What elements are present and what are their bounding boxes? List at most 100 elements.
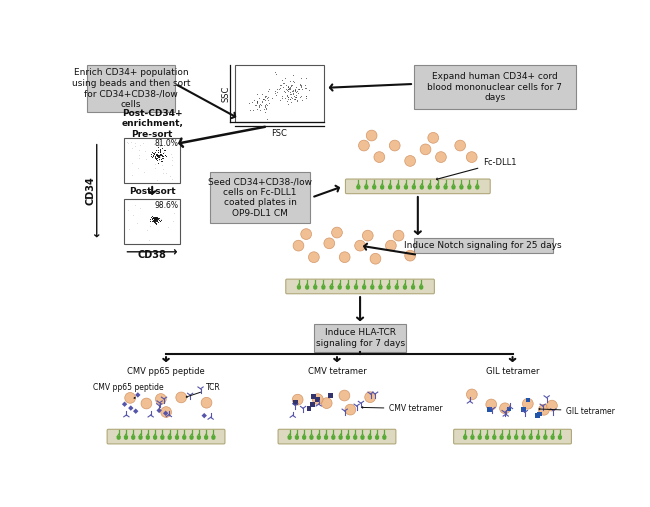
Point: [146, 213, 157, 221]
Point: [147, 153, 157, 161]
Point: [155, 150, 166, 158]
Point: [259, 105, 269, 113]
Point: [148, 149, 159, 157]
Point: [150, 213, 160, 221]
Circle shape: [374, 152, 385, 162]
Point: [149, 214, 159, 222]
Point: [257, 95, 268, 103]
Point: [246, 98, 257, 106]
Point: [140, 147, 150, 155]
Point: [291, 93, 301, 101]
Point: [153, 157, 164, 165]
Point: [122, 137, 133, 146]
Text: 81.0%: 81.0%: [155, 139, 178, 149]
Point: [129, 200, 140, 208]
Polygon shape: [163, 411, 168, 416]
Circle shape: [321, 397, 332, 409]
Point: [159, 146, 169, 154]
Polygon shape: [135, 392, 140, 397]
Circle shape: [330, 286, 333, 289]
Point: [152, 203, 162, 211]
Point: [270, 68, 280, 76]
Point: [290, 93, 300, 101]
Circle shape: [385, 240, 396, 251]
Point: [304, 86, 314, 94]
Circle shape: [322, 286, 325, 289]
Point: [289, 92, 300, 100]
Point: [155, 137, 166, 146]
Point: [151, 214, 161, 222]
Point: [287, 86, 298, 94]
Point: [285, 82, 296, 90]
Point: [263, 98, 274, 106]
Circle shape: [420, 144, 431, 155]
Circle shape: [357, 186, 359, 189]
Point: [277, 92, 287, 100]
Point: [146, 150, 157, 158]
Point: [283, 92, 293, 100]
Text: GIL tetramer: GIL tetramer: [486, 367, 540, 376]
Circle shape: [500, 403, 510, 414]
Point: [257, 90, 267, 98]
Point: [245, 105, 255, 114]
Point: [149, 150, 159, 158]
Point: [148, 140, 159, 149]
Point: [283, 83, 293, 91]
Circle shape: [293, 240, 304, 251]
Point: [155, 150, 165, 158]
Point: [153, 214, 163, 223]
Point: [157, 152, 167, 160]
Circle shape: [538, 405, 549, 415]
Point: [259, 101, 270, 110]
Point: [291, 93, 301, 101]
Point: [283, 87, 294, 95]
Circle shape: [436, 186, 439, 189]
Point: [134, 154, 144, 162]
Point: [150, 218, 160, 226]
Circle shape: [310, 437, 313, 439]
Point: [150, 216, 160, 224]
Text: CMV pp65 peptide: CMV pp65 peptide: [93, 383, 164, 399]
Point: [250, 101, 261, 109]
Point: [146, 153, 157, 161]
Circle shape: [296, 437, 298, 439]
Bar: [307, 406, 311, 411]
Point: [148, 214, 158, 223]
FancyBboxPatch shape: [107, 429, 225, 444]
Point: [278, 79, 288, 87]
FancyBboxPatch shape: [414, 65, 576, 110]
Circle shape: [301, 229, 311, 239]
Circle shape: [346, 437, 349, 439]
Point: [270, 69, 281, 78]
Point: [293, 89, 304, 97]
Point: [151, 214, 162, 223]
Point: [290, 85, 300, 93]
Text: CMV pp65 peptide: CMV pp65 peptide: [127, 367, 205, 376]
Point: [288, 77, 298, 85]
Point: [148, 214, 159, 223]
Point: [150, 216, 160, 224]
Point: [168, 218, 178, 226]
Point: [158, 155, 168, 163]
Point: [244, 99, 254, 107]
Point: [290, 87, 300, 95]
Circle shape: [365, 392, 376, 403]
Point: [155, 151, 165, 159]
Point: [250, 101, 260, 110]
Circle shape: [117, 437, 120, 439]
Point: [153, 152, 163, 160]
Point: [301, 84, 311, 92]
Point: [278, 87, 289, 95]
Bar: [124, 138, 180, 183]
Point: [150, 164, 160, 172]
Bar: [537, 412, 541, 416]
Point: [291, 83, 301, 91]
Point: [274, 85, 285, 93]
Circle shape: [161, 407, 172, 417]
Point: [150, 215, 161, 223]
Point: [147, 213, 157, 222]
Point: [128, 210, 138, 219]
FancyBboxPatch shape: [286, 279, 434, 294]
Point: [150, 219, 161, 227]
Point: [301, 92, 311, 100]
